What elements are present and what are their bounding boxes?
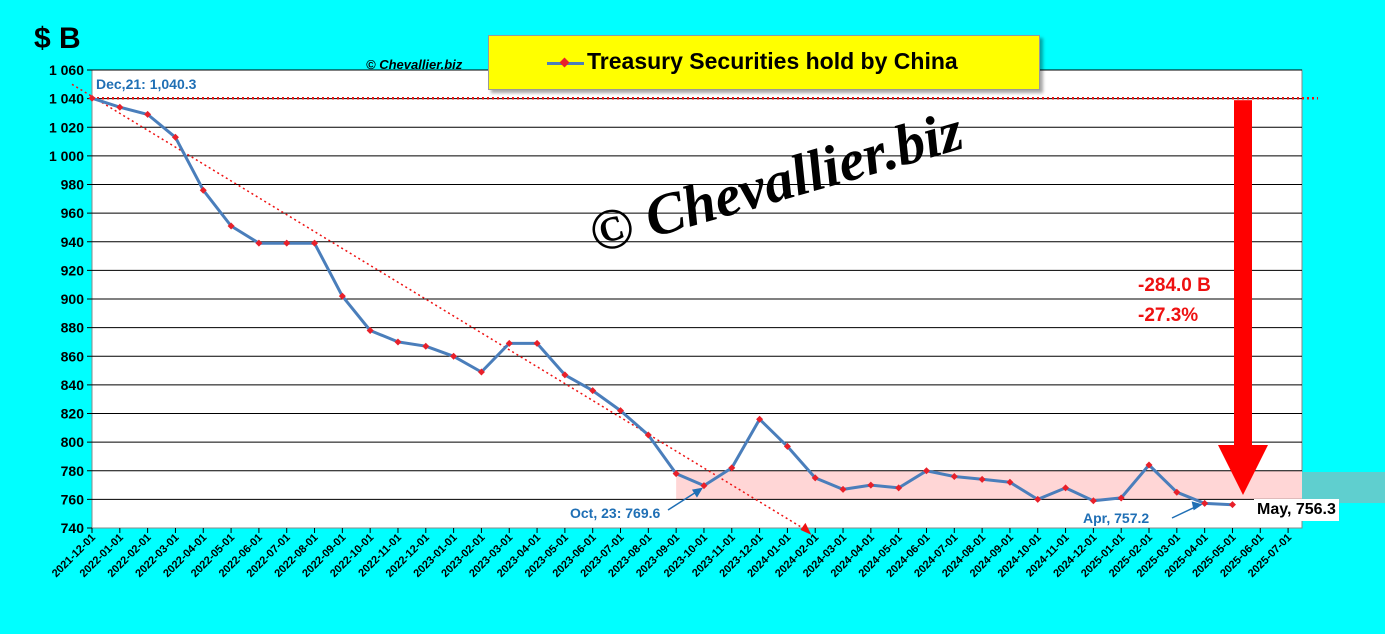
- y-tick-label: 840: [61, 377, 85, 393]
- series-line: [91, 96, 1233, 507]
- data-point: [533, 339, 541, 347]
- y-tick-label: 860: [61, 348, 85, 364]
- range-band-layer: [676, 470, 1302, 500]
- data-point: [728, 464, 736, 472]
- annotation-low-arrowhead: [691, 487, 703, 498]
- data-point: [839, 485, 847, 493]
- decline-arrow: [1218, 100, 1268, 495]
- x-axis-ticks: 2021-12-012022-01-012022-02-012022-03-01…: [50, 528, 1294, 580]
- data-point: [422, 342, 430, 350]
- y-tick-label: 740: [61, 520, 85, 536]
- range-band: [676, 470, 1302, 500]
- data-point: [144, 110, 152, 118]
- y-tick-label: 920: [61, 262, 85, 278]
- trend-line: [71, 83, 808, 532]
- arrow-head: [1218, 445, 1268, 495]
- data-point: [394, 338, 402, 346]
- data-point: [895, 484, 903, 492]
- data-point: [1089, 497, 1097, 505]
- data-point: [589, 387, 597, 395]
- y-tick-label: 820: [61, 406, 85, 422]
- y-tick-label: 1 040: [49, 91, 84, 107]
- data-point: [1006, 478, 1014, 486]
- reference-lines: [71, 83, 1318, 535]
- data-point: [672, 470, 680, 478]
- annotation-apr-arrowhead: [1191, 501, 1203, 511]
- data-point: [1145, 461, 1153, 469]
- y-tick-label: 1 020: [49, 119, 84, 135]
- data-point: [1062, 484, 1070, 492]
- data-point: [1117, 494, 1125, 502]
- data-point: [171, 133, 179, 141]
- data-point: [617, 407, 625, 415]
- data-point: [700, 482, 708, 490]
- data-point: [283, 239, 291, 247]
- y-tick-label: 800: [61, 434, 85, 450]
- y-tick-label: 1 000: [49, 148, 84, 164]
- legend: Treasury Securities hold by China: [488, 35, 1040, 90]
- data-point: [505, 339, 513, 347]
- y-tick-label: 980: [61, 177, 85, 193]
- change-absolute: -284.0 B: [1138, 275, 1211, 296]
- y-tick-label: 940: [61, 234, 85, 250]
- data-point: [1201, 499, 1209, 507]
- y-tick-label: 760: [61, 491, 85, 507]
- data-point: [88, 94, 96, 102]
- legend-marker-icon: [559, 57, 570, 68]
- series-layer: [88, 94, 1236, 509]
- data-point: [756, 415, 764, 423]
- y-tick-label: 780: [61, 463, 85, 479]
- data-point: [867, 481, 875, 489]
- data-point: [783, 442, 791, 450]
- data-point: [255, 239, 263, 247]
- y-axis-ticks: 740 760 780 800 820 840 860 880 900 920 940 960 980 1…: [49, 62, 92, 536]
- y-tick-label: 880: [61, 320, 85, 336]
- last-value-label: May, 756.3: [1254, 499, 1339, 521]
- y-unit-label: $ B: [34, 22, 81, 55]
- data-point: [922, 467, 930, 475]
- data-point: [644, 431, 652, 439]
- arrow-shaft: [1234, 100, 1252, 446]
- annotation-apr: Apr, 757.2: [1083, 510, 1149, 526]
- data-point: [1173, 488, 1181, 496]
- data-point: [561, 371, 569, 379]
- data-point: [1034, 495, 1042, 503]
- data-point: [477, 368, 485, 376]
- data-point: [338, 292, 346, 300]
- data-point: [450, 352, 458, 360]
- data-point: [950, 472, 958, 480]
- annotations: Dec,21: 1,040.3 Oct, 23: 769.6 Apr, 757.2: [96, 76, 1203, 526]
- side-highlight: [1302, 472, 1385, 503]
- y-tick-label: 960: [61, 205, 85, 221]
- data-point: [1228, 501, 1236, 509]
- data-point: [811, 474, 819, 482]
- annotation-low: Oct, 23: 769.6: [570, 505, 660, 521]
- annotation-start: Dec,21: 1,040.3: [96, 76, 197, 92]
- data-point: [311, 239, 319, 247]
- data-point: [227, 222, 235, 230]
- legend-label: Treasury Securities hold by China: [587, 48, 958, 74]
- trend-arrowhead: [800, 522, 812, 535]
- y-tick-label: 900: [61, 291, 85, 307]
- change-percent: -27.3%: [1138, 305, 1199, 326]
- data-point: [199, 186, 207, 194]
- data-point: [366, 326, 374, 334]
- data-point: [116, 103, 124, 111]
- data-point: [978, 475, 986, 483]
- y-tick-label: 1 060: [49, 62, 84, 78]
- copyright-text: © Chevallier.biz: [366, 57, 463, 72]
